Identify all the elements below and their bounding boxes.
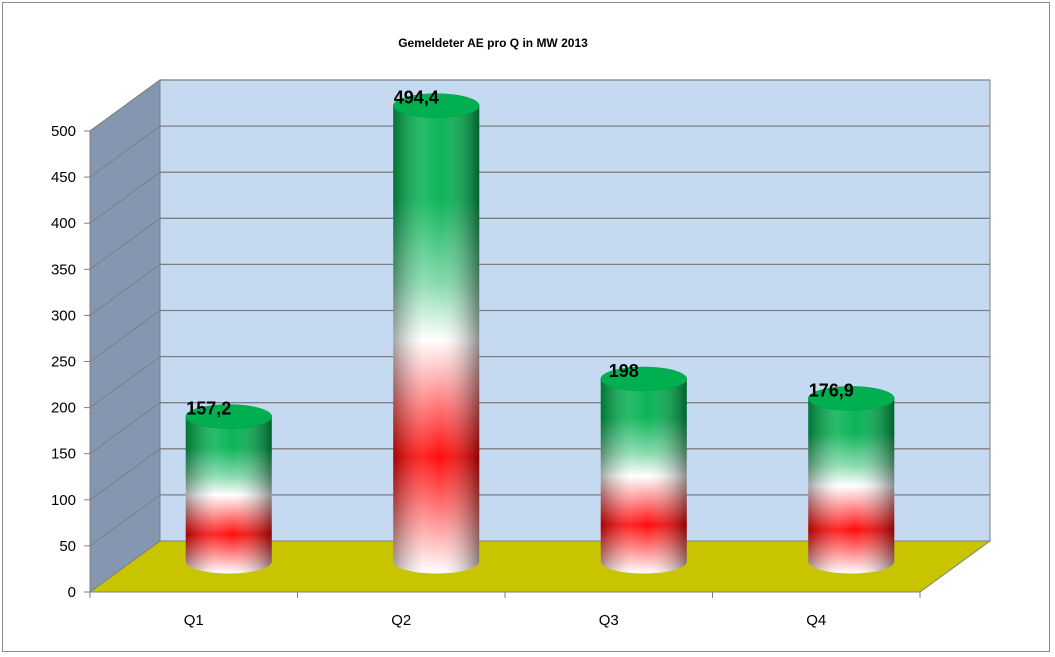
gridline-side — [89, 79, 161, 132]
y-tick-label: 400 — [51, 215, 76, 232]
y-tick-label: 100 — [51, 492, 76, 509]
data-label: 157,2 — [186, 399, 231, 419]
y-tick-label: 200 — [51, 400, 76, 417]
bar-q3 — [600, 366, 687, 574]
y-tick-label: 250 — [51, 354, 76, 371]
gridline-side — [89, 310, 161, 362]
bars — [185, 93, 895, 574]
gridline-side — [89, 356, 161, 409]
data-label: 176,9 — [809, 380, 854, 400]
bar-shading — [808, 398, 895, 574]
labels: 157,2 Q1 494,4 Q2 198 Q3 176,9 Q4 — [184, 88, 854, 629]
y-tick-label: 150 — [51, 446, 76, 463]
chart-title: Gemeldeter AE pro Q in MW 2013 — [398, 36, 588, 50]
data-label: 494,4 — [394, 88, 439, 108]
bar-shading — [185, 416, 272, 574]
data-label: 198 — [609, 361, 639, 381]
x-tick-label: Q1 — [184, 612, 204, 629]
bar-top — [808, 386, 895, 411]
bar-top — [393, 93, 480, 118]
y-tick-label: 300 — [51, 307, 76, 324]
bar-q2 — [393, 93, 480, 574]
x-tick-label: Q3 — [599, 612, 619, 629]
y-tick-label: 450 — [51, 169, 76, 186]
bar-shading — [393, 105, 480, 574]
gridline-side — [89, 171, 161, 224]
y-tick-label: 350 — [51, 261, 76, 278]
gridline-side — [89, 263, 161, 316]
y-tick-label: 0 — [68, 584, 76, 601]
bar-q1 — [185, 404, 272, 574]
bar-top — [185, 404, 272, 429]
axes: 0 50 100 150 200 250 300 350 400 450 500 — [51, 123, 921, 601]
gridline-side — [89, 125, 161, 178]
y-tick-label: 500 — [51, 123, 76, 140]
gridline-side — [89, 217, 161, 270]
gridline-side — [89, 402, 161, 455]
x-tick-label: Q4 — [806, 612, 826, 629]
bar-top — [600, 366, 687, 392]
bar-q4 — [808, 386, 895, 574]
x-tick-label: Q2 — [391, 612, 411, 629]
bar-shading — [600, 378, 687, 574]
gridlines — [89, 79, 990, 547]
gridline-side — [89, 448, 161, 501]
y-tick-label: 50 — [59, 538, 76, 555]
gridline-side — [89, 494, 161, 547]
